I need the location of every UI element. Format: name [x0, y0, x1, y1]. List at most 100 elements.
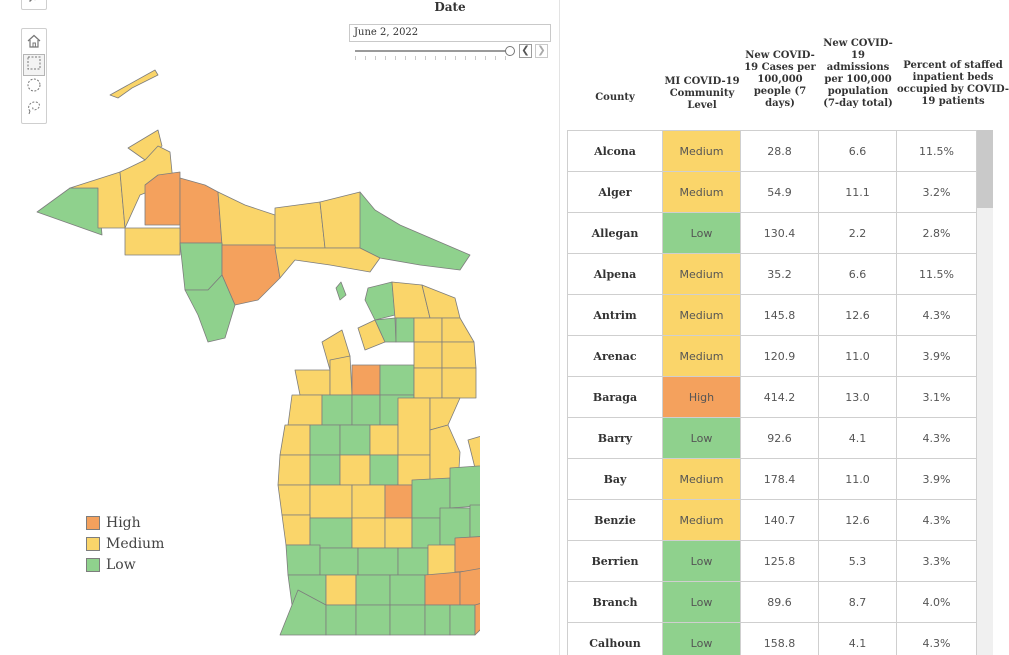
county-alpena[interactable] [441, 317, 475, 343]
county-iron[interactable] [124, 227, 181, 256]
table-row[interactable]: Antrim Medium 145.8 12.6 4.3% [567, 295, 977, 336]
county-clinton[interactable] [384, 517, 413, 549]
county-otsego[interactable] [395, 317, 415, 343]
county-marquette[interactable] [179, 177, 223, 244]
county-ogemaw[interactable] [413, 367, 443, 399]
county-cass[interactable] [325, 604, 357, 636]
county-ingham[interactable] [397, 547, 429, 576]
county-iosco[interactable] [441, 367, 477, 399]
header-community-level[interactable]: MI COVID-19 Community Level [664, 76, 740, 111]
county-isabella[interactable] [369, 454, 399, 486]
county-ionia[interactable] [351, 517, 386, 549]
table-row[interactable]: Berrien Low 125.8 5.3 3.3% [567, 541, 977, 582]
table-row[interactable]: Alcona Medium 28.8 6.6 11.5% [567, 131, 977, 172]
county-charlevoix-island[interactable] [335, 281, 347, 301]
county-montmorency[interactable] [413, 317, 443, 343]
table-scrollbar-thumb[interactable] [977, 130, 993, 208]
county-kent[interactable] [309, 517, 353, 549]
table-scrollbar[interactable] [977, 130, 993, 655]
date-field[interactable]: June 2, 2022 [349, 24, 551, 42]
county-shiawassee[interactable] [411, 517, 441, 549]
table-row[interactable]: Bay Medium 178.4 11.0 3.9% [567, 459, 977, 500]
header-county[interactable]: County [595, 92, 635, 103]
county-missaukee[interactable] [351, 394, 381, 426]
cell-admissions: 4.1 [819, 623, 897, 655]
previous-date-button[interactable]: ❮ [519, 44, 532, 58]
county-lapeer[interactable] [469, 504, 480, 539]
county-clare[interactable] [369, 424, 399, 456]
table-row[interactable]: Barry Low 92.6 4.1 4.3% [567, 418, 977, 459]
county-eaton[interactable] [357, 547, 399, 576]
county-gogebic-west[interactable] [36, 187, 103, 236]
county-muskegon[interactable] [277, 484, 311, 516]
county-lake[interactable] [309, 424, 341, 456]
county-montcalm[interactable] [309, 484, 353, 519]
county-newaygo[interactable] [309, 454, 341, 486]
county-wexford[interactable] [321, 394, 353, 426]
county-lenawee[interactable] [449, 604, 476, 636]
county-mecosta[interactable] [339, 454, 371, 486]
legend-swatch-low [86, 557, 100, 572]
county-sanilac-north[interactable] [449, 465, 480, 509]
header-beds[interactable]: Percent of staffed inpatient beds occupi… [897, 60, 1009, 107]
table-row[interactable]: Arenac Medium 120.9 11.0 3.9% [567, 336, 977, 377]
county-alcona[interactable] [441, 341, 477, 369]
county-ontonagon[interactable] [69, 171, 126, 229]
county-arenac[interactable] [429, 397, 461, 431]
table-row[interactable]: Allegan Low 130.4 2.2 2.8% [567, 213, 977, 254]
legend-item-medium[interactable]: Medium [86, 533, 164, 554]
county-washtenaw[interactable] [424, 571, 461, 606]
county-oakland[interactable] [454, 536, 480, 573]
header-admissions[interactable]: New COVID-19 admissions per 100,000 popu… [823, 38, 893, 109]
rectangle-select-button[interactable] [23, 54, 45, 76]
county-hillsdale[interactable] [424, 604, 451, 636]
county-mason[interactable] [279, 424, 311, 456]
table-row[interactable]: Benzie Medium 140.7 12.6 4.3% [567, 500, 977, 541]
table-row[interactable]: Calhoun Low 158.8 4.1 4.3% [567, 623, 977, 655]
county-keweenaw-isle[interactable] [109, 69, 159, 99]
table-row[interactable]: Alpena Medium 35.2 6.6 11.5% [567, 254, 977, 295]
county-crawford[interactable] [379, 364, 415, 396]
county-oscoda[interactable] [413, 341, 443, 369]
header-cases[interactable]: New COVID-19 Cases per 100,000 people (7… [744, 50, 816, 109]
search-button[interactable] [21, 0, 47, 10]
cell-level: High [663, 377, 741, 417]
county-menominee[interactable] [184, 274, 236, 343]
county-livingston[interactable] [427, 544, 456, 576]
legend-item-high[interactable]: High [86, 512, 164, 533]
county-schoolcraft[interactable] [274, 201, 326, 249]
date-slider-handle[interactable] [505, 46, 515, 56]
county-manistee[interactable] [287, 394, 323, 426]
county-grand-traverse[interactable] [329, 355, 353, 396]
county-ottawa[interactable] [281, 514, 311, 546]
county-kalamazoo[interactable] [325, 574, 357, 606]
county-barry[interactable] [319, 547, 359, 576]
table-row[interactable]: Branch Low 89.6 8.7 4.0% [567, 582, 977, 623]
county-calhoun[interactable] [355, 574, 391, 606]
county-saginaw[interactable] [384, 484, 413, 519]
county-alger[interactable] [217, 191, 276, 246]
county-oceana[interactable] [277, 454, 311, 486]
county-kalkaska[interactable] [351, 364, 381, 396]
county-monroe[interactable] [474, 600, 480, 636]
county-wayne[interactable] [459, 565, 480, 606]
county-huron[interactable] [467, 432, 480, 469]
county-allegan[interactable] [285, 544, 321, 576]
county-jackson[interactable] [389, 574, 426, 606]
county-branch[interactable] [389, 604, 426, 636]
county-benzie[interactable] [294, 369, 331, 396]
county-emmet[interactable] [364, 281, 396, 321]
county-gratiot[interactable] [351, 484, 386, 519]
county-st-joseph[interactable] [355, 604, 391, 636]
county-osceola[interactable] [339, 424, 371, 456]
legend-item-low[interactable]: Low [86, 554, 164, 575]
table-row[interactable]: Baraga High 414.2 13.0 3.1% [567, 377, 977, 418]
next-date-button[interactable]: ❯ [535, 44, 548, 58]
table-row[interactable]: Alger Medium 54.9 11.1 3.2% [567, 172, 977, 213]
lasso-select-button[interactable] [24, 99, 44, 119]
radial-select-button[interactable] [24, 77, 44, 97]
county-gladwin[interactable] [397, 397, 431, 456]
county-mackinac[interactable] [274, 247, 381, 279]
date-slider[interactable] [355, 50, 511, 52]
home-button[interactable] [24, 33, 44, 53]
